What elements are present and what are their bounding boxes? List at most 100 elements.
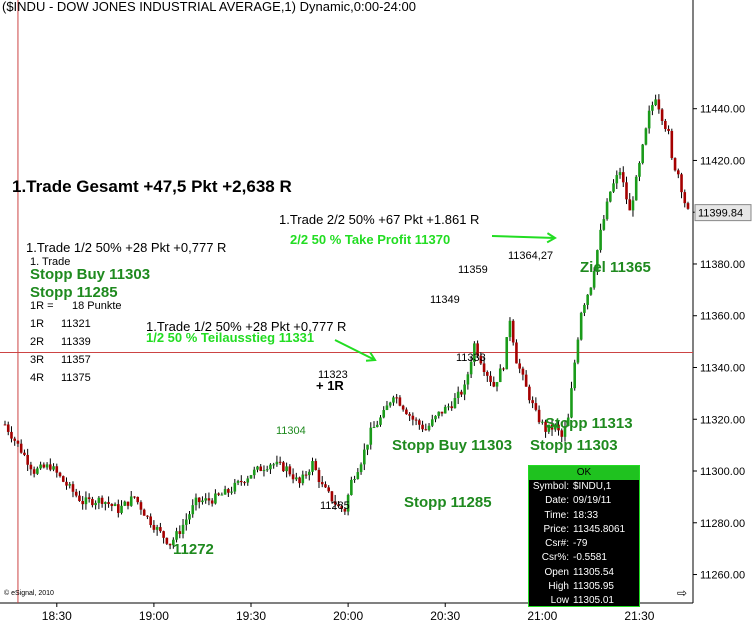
candle-body [547,424,551,432]
candle-body [249,475,253,479]
candle-body [599,229,602,251]
trade-total-annotation: 1.Trade Gesamt +47,5 Pkt +2,638 R [12,177,292,196]
info-row: Csr#: -79 [529,537,639,551]
label-11272: 11272 [173,541,214,558]
info-value: 11305.01 [573,595,614,607]
candle-body [129,496,133,506]
candle-body [311,461,314,472]
label-11323: 11323 [318,369,348,381]
candle-body [100,497,104,504]
chart-title: ($INDU - DOW JONES INDUSTRIAL AVERAGE,1)… [2,0,416,14]
candle-body [363,449,366,465]
info-key: Time: [544,509,569,521]
take-profit-annotation: 2/2 50 % Take Profit 11370 [290,232,451,247]
candle-body [165,537,169,544]
candle-body [434,415,437,420]
candle-body [330,491,334,502]
candle-body [486,371,489,376]
candle-body [366,444,369,450]
info-value: -0.5581 [573,552,607,564]
cursor-info-window[interactable]: OK Symbol: $INDU,1 Date: 09/19/11 Time: 18:33… [528,465,640,607]
r-table-label: 1R = [30,300,54,312]
teilausstieg-arrow [334,339,376,361]
candle-body [223,489,227,495]
candle-body [252,469,256,476]
candle-body [94,502,97,506]
candle-body [531,400,534,404]
y-tick-label: 11300.00 [700,466,745,478]
candle-body [74,491,78,496]
candle-body [87,497,91,499]
candle-body [537,409,541,423]
candle-body [356,472,360,479]
info-key: Low [550,595,569,607]
candle-body [424,429,428,431]
candle-body [317,470,321,483]
candle-body [667,128,670,131]
candle-body [508,320,512,338]
candle-body [398,397,402,406]
candle-body [463,384,466,395]
candle-body [469,361,473,375]
candle-body [116,504,120,513]
label-plus-1r: + 1R [316,378,344,393]
ok-button[interactable]: OK [529,466,639,480]
candle-body [126,501,130,506]
info-value: 18:33 [573,509,599,521]
candle-body [460,391,463,395]
info-key: High [548,581,569,593]
info-value: 11305.54 [573,566,614,578]
label-11304: 11304 [276,425,306,437]
candle-body [343,508,347,512]
candle-body [453,398,457,409]
candle-body [579,312,583,340]
candle-body [71,484,75,492]
candle-body [136,496,140,503]
candle-body [676,170,680,175]
candle-body [631,200,635,211]
candle-body [346,494,350,512]
candle-body [476,343,479,356]
y-tick-label: 11340.00 [700,362,745,374]
info-value: -79 [573,538,588,550]
candle-body [291,474,295,480]
trade-2-2-annotation: 1.Trade 2/2 50% +67 Pkt +1.861 R [279,212,480,227]
candle-body [388,402,392,406]
info-key: Price: [543,523,569,535]
candle-body [104,502,107,504]
last-price-box [694,204,752,222]
scroll-right-icon[interactable]: ⇨ [677,586,688,600]
candle-body [340,506,343,509]
candle-body [269,464,272,470]
candle-body [612,183,615,192]
r-table-label: 2R [30,336,45,348]
candle-body [23,452,26,455]
candle-body [372,427,376,429]
candle-body [191,505,195,515]
last-price-label: 11399.84 [698,208,743,220]
candle-body [239,480,243,483]
candle-body [178,531,182,534]
candle-body [414,419,418,421]
info-row: Symbol: $INDU,1 [529,480,639,494]
r-table-label: 1R [30,318,45,330]
candle-body [113,504,117,506]
candle-body [589,287,593,295]
candle-body [16,440,20,444]
candle-body [181,524,185,534]
r-table-label: 3R [30,354,45,366]
candle-body [379,417,382,425]
candle-body [673,158,677,171]
label-11333: 11333 [456,352,486,364]
label-11285: 11285 [320,500,350,512]
candle-body [544,421,547,432]
candle-body [285,466,288,472]
candle-body [350,479,353,495]
candle-body [152,525,156,530]
candle-body [401,405,405,410]
candle-body [236,480,240,483]
candle-body [188,514,191,520]
candle-body [518,363,521,369]
candle-body [683,192,687,204]
